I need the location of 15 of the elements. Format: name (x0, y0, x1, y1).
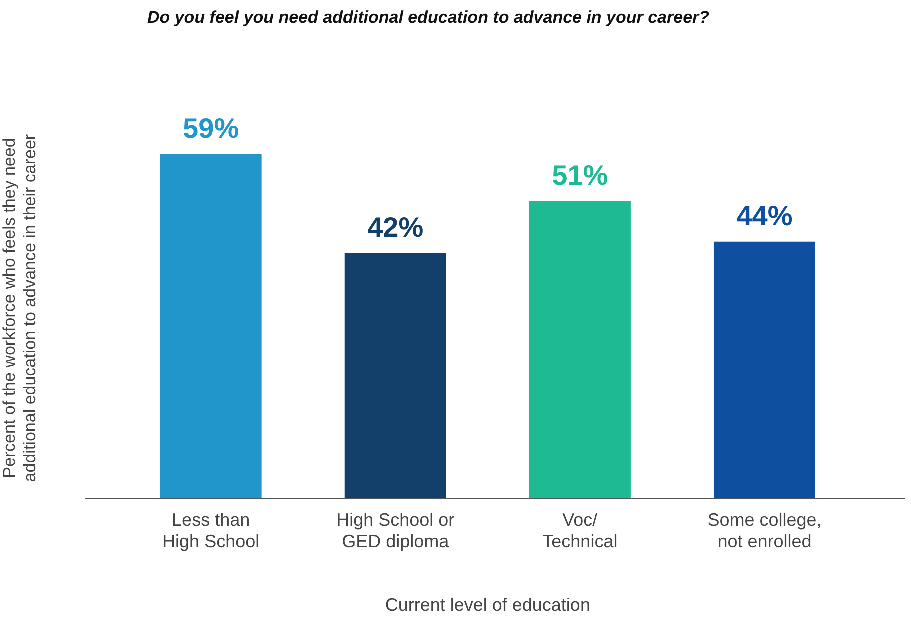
data-label: 42% (368, 212, 424, 244)
data-label: 51% (552, 160, 608, 191)
x-tick-label: Some college, not enrolled (708, 510, 822, 552)
bar (344, 254, 446, 498)
data-label: 59% (183, 113, 240, 144)
x-axis-title: Current level of education (385, 595, 590, 616)
data-label: 44% (736, 200, 793, 232)
x-tick-label: Voc/ Technical (542, 510, 618, 552)
bar (529, 201, 631, 498)
bar (714, 242, 816, 498)
x-tick-label: High School or GED diploma (336, 510, 455, 552)
y-axis-title: Percent of the workforce who feels they need additional education to advance in their career (0, 134, 40, 482)
chart-title: Do you feel you need additional education to advance in your career? (147, 8, 710, 27)
x-tick-label: Less than High School (162, 510, 260, 552)
bar (160, 154, 262, 498)
